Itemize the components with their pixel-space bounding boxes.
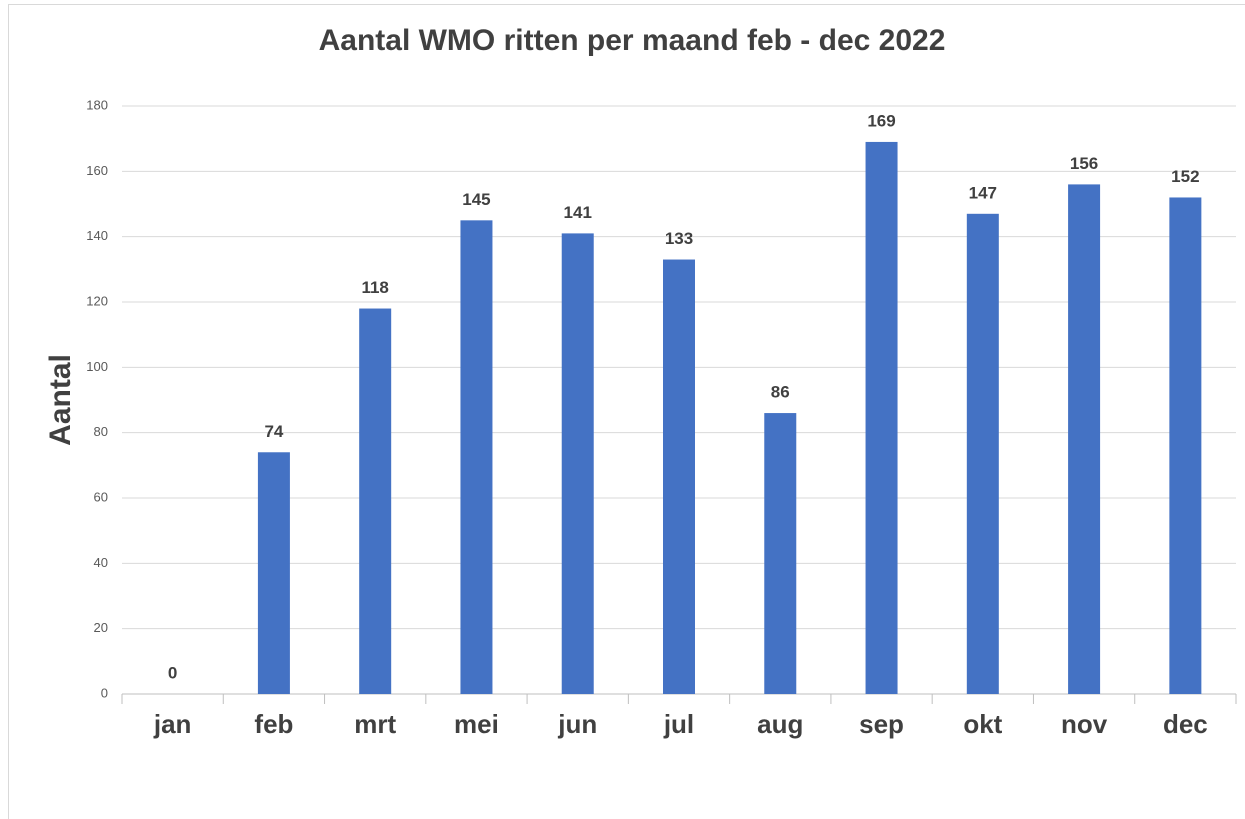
data-label: 141 [564, 203, 592, 222]
x-tick-label: jul [663, 709, 694, 739]
bar [865, 141, 898, 694]
data-label: 156 [1070, 154, 1098, 173]
chart-title: Aantal WMO ritten per maand feb - dec 20… [319, 24, 946, 57]
data-label: 147 [969, 183, 997, 202]
data-label: 133 [665, 229, 693, 248]
x-tick-label: mrt [354, 709, 396, 739]
chart-frame [8, 4, 1245, 819]
x-tick-label: feb [254, 709, 293, 739]
y-axis-label: Aantal [44, 354, 77, 446]
x-tick-label: jun [557, 709, 597, 739]
bar [460, 220, 493, 695]
x-tick-label: jan [153, 709, 192, 739]
data-label: 169 [867, 111, 895, 130]
x-tick-label: dec [1163, 709, 1208, 739]
y-tick-label: 60 [94, 489, 108, 504]
y-tick-label: 40 [94, 555, 108, 570]
x-tick-label: sep [859, 709, 904, 739]
y-tick-label: 20 [94, 620, 108, 635]
bar [1169, 197, 1202, 694]
y-tick-label: 0 [101, 685, 108, 700]
bar [1068, 184, 1101, 694]
bar [359, 308, 392, 694]
x-tick-label: okt [963, 709, 1002, 739]
y-tick-label: 80 [94, 424, 108, 439]
y-tick-label: 120 [86, 293, 108, 308]
data-label: 0 [168, 663, 177, 682]
bar [257, 452, 290, 694]
y-tick-label: 140 [86, 228, 108, 243]
bar [663, 259, 695, 694]
data-label: 74 [264, 422, 283, 441]
y-tick-label: 100 [86, 359, 108, 374]
bar [561, 233, 594, 694]
bar [764, 413, 797, 694]
data-label: 118 [361, 278, 388, 297]
x-tick-label: aug [757, 709, 803, 739]
y-tick-label: 180 [86, 97, 108, 112]
data-label: 152 [1171, 167, 1199, 186]
data-label: 86 [771, 383, 790, 402]
bar [966, 213, 999, 695]
y-tick-label: 160 [86, 163, 108, 178]
x-tick-label: mei [454, 709, 499, 739]
data-label: 145 [462, 190, 490, 209]
x-tick-label: nov [1061, 709, 1108, 739]
